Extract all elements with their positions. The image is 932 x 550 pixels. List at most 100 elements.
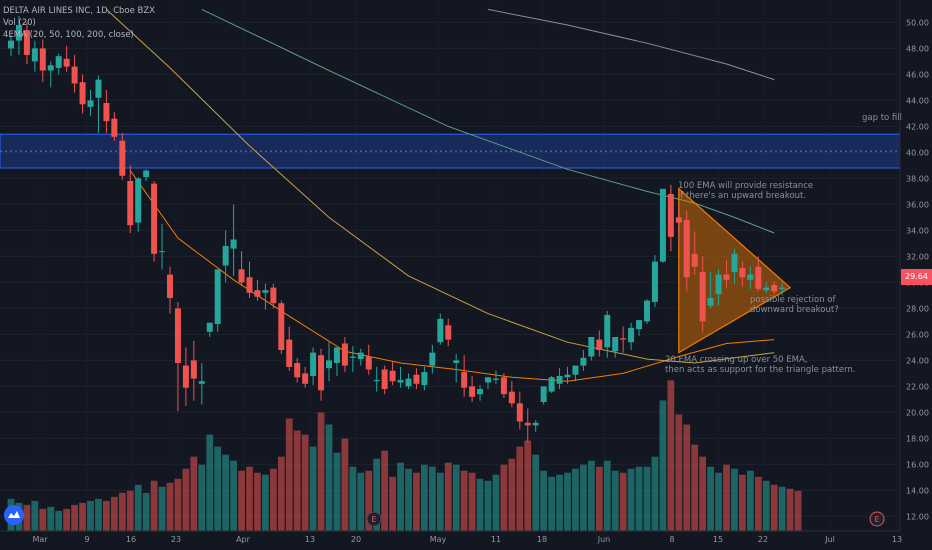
candle <box>349 346 356 373</box>
candle <box>55 53 62 75</box>
candle-body <box>691 253 698 267</box>
volume-bar <box>293 430 301 531</box>
volume-bar <box>110 496 118 531</box>
ema-indicator-label[interactable]: 4EMA (20, 50, 100, 200, close) <box>3 30 134 40</box>
symbol-title[interactable]: DELTA AIR LINES INC, 1D, Cboe BZX <box>3 6 156 16</box>
candle-body <box>477 389 484 395</box>
volume-bar <box>452 464 460 531</box>
volume-bar <box>87 500 94 531</box>
candle <box>270 283 277 309</box>
earnings-marker[interactable]: E <box>869 511 885 527</box>
volume-bar <box>778 486 786 531</box>
candle <box>63 45 70 72</box>
volume-bar <box>643 466 651 531</box>
support-annotation-line1: 20 EMA crossing up over 50 EMA, <box>665 355 808 365</box>
candle <box>477 385 484 401</box>
price-tick-label: 38.00 <box>906 174 929 183</box>
candle-body <box>238 269 245 283</box>
time-axis[interactable]: Mar 9 16 23 Apr 13 20 May 11 18 Jun 8 15 22 Jul 13 <box>32 535 902 544</box>
volume-bar <box>572 468 579 531</box>
volume-bar <box>222 454 230 531</box>
candle-body <box>532 422 539 426</box>
volume-bar <box>460 470 468 531</box>
time-tick-label: Mar <box>32 535 48 544</box>
candle-body <box>151 183 158 254</box>
candle <box>318 348 325 401</box>
candle <box>699 256 706 332</box>
candle-body <box>190 360 197 379</box>
volume-bar <box>142 492 150 531</box>
candle <box>198 363 205 405</box>
volume-bar <box>47 506 55 531</box>
volume-bar <box>31 500 39 531</box>
earnings-marker[interactable]: E <box>366 511 382 527</box>
price-tick-label: 46.00 <box>906 70 929 79</box>
volume-bar <box>238 470 245 531</box>
volume-bar <box>214 446 222 531</box>
candle-body <box>508 391 515 404</box>
candle <box>707 272 714 309</box>
candle-body <box>651 261 658 302</box>
earnings-e-icon <box>869 511 885 527</box>
volume-bar <box>564 472 571 531</box>
volume-bar <box>524 440 532 531</box>
earnings-label: E <box>371 515 376 524</box>
price-tick-label: 24.00 <box>906 356 929 365</box>
gap-annotation: gap to fill <box>862 113 902 123</box>
candle <box>644 299 650 324</box>
candle <box>365 344 372 375</box>
grid-lines <box>0 21 900 517</box>
candle <box>246 261 253 298</box>
time-tick-label: 20 <box>351 535 361 544</box>
volume-bar <box>508 458 516 531</box>
price-tick-label: 14.00 <box>906 486 929 495</box>
candle-body <box>612 337 619 352</box>
volume-bar <box>500 464 508 531</box>
candle-body <box>453 360 460 363</box>
price-tick-label: 18.00 <box>906 434 929 443</box>
candle-body <box>739 268 746 278</box>
volume-bar <box>63 508 71 531</box>
candle-body <box>620 338 627 340</box>
volume-bar <box>317 412 325 531</box>
candle <box>779 282 786 296</box>
candle-body <box>286 339 293 367</box>
candle-body <box>326 360 332 369</box>
volume-bar <box>635 466 643 531</box>
candle-body <box>39 48 46 71</box>
volume-bar <box>262 474 269 531</box>
price-tick-label: 50.00 <box>906 18 929 27</box>
candle <box>143 169 150 181</box>
candle <box>453 353 460 383</box>
tradingview-logo-icon[interactable] <box>4 505 24 525</box>
candle <box>691 231 698 275</box>
volume-bar <box>166 482 174 531</box>
candle-body <box>182 365 189 388</box>
candle-body <box>31 48 38 62</box>
volume-bar <box>595 466 603 531</box>
volume-bar <box>762 480 770 531</box>
volume-bar <box>540 470 548 531</box>
volume-bar <box>55 510 63 531</box>
candle-body <box>771 285 778 292</box>
candle <box>755 256 762 292</box>
candle-body <box>548 377 555 392</box>
candle <box>47 61 54 88</box>
candle-body <box>357 352 364 360</box>
candle-body <box>755 266 762 289</box>
price-tick-label: 44.00 <box>906 96 929 105</box>
candle-body <box>644 300 650 322</box>
volume-bar <box>587 460 595 531</box>
volume-indicator-label[interactable]: Vol (20) <box>3 18 36 28</box>
time-tick-label: 18 <box>537 535 547 544</box>
candle <box>357 348 364 366</box>
candle-body <box>365 356 372 370</box>
candle <box>580 350 587 371</box>
volume-bar <box>357 472 365 531</box>
candle <box>413 368 420 389</box>
candle <box>182 347 189 406</box>
volume-bar <box>731 468 738 531</box>
volume-bar <box>39 508 47 531</box>
rejection-annotation-line1: possible rejection of <box>750 295 836 305</box>
